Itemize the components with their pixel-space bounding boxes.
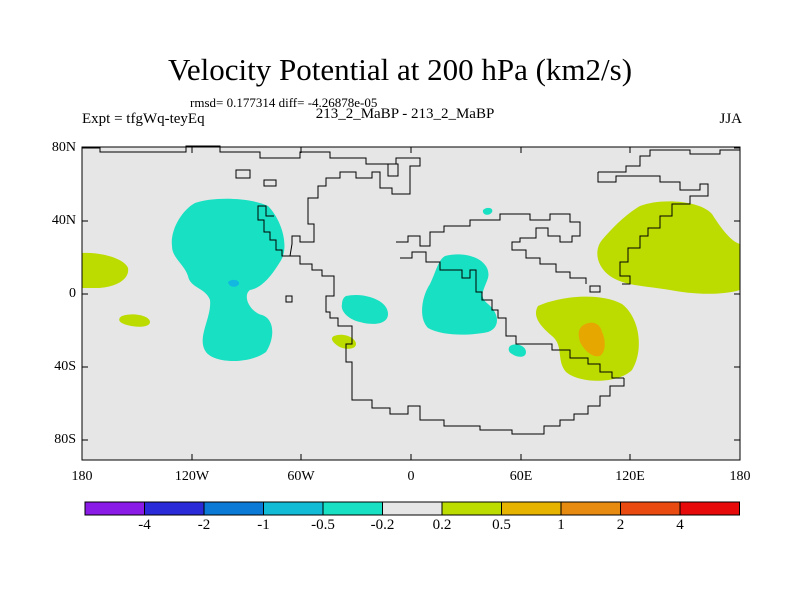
lon-label: 0 [407, 469, 415, 484]
lon-label: 60W [287, 469, 315, 484]
colorbar-box-2 [204, 502, 264, 515]
comparison-label: 213_2_MaBP - 213_2_MaBP [315, 106, 495, 122]
colorbar-box-6 [442, 502, 502, 515]
coast-arctic-north-america [82, 145, 625, 435]
colorbar [84, 501, 740, 516]
colorbar-label: 4 [676, 517, 684, 533]
anomaly-pos-south-america [331, 334, 356, 349]
colorbar-box-10 [680, 502, 740, 515]
anomaly-neg-arabia [482, 207, 493, 215]
lon-label: 60E [509, 469, 533, 484]
colorbar-box-4 [323, 502, 383, 515]
anomaly-neg-mid-core [228, 279, 240, 287]
anomaly-neg-north-america [171, 198, 285, 361]
colorbar-box-5 [382, 502, 442, 515]
lon-label: 180 [71, 469, 93, 484]
stats-text: rmsd= 0.177314 diff= -4.26878e-05 [190, 95, 378, 110]
lon-label: 180 [729, 469, 751, 484]
coast-siberia [597, 172, 709, 285]
colorbar-label: -2 [197, 517, 211, 533]
anomaly-pos-east-pacific [82, 252, 129, 288]
anomaly-pos-mid-core [578, 322, 605, 357]
coastlines [82, 145, 740, 435]
coast-greenland [387, 163, 399, 177]
lat-label: 80N [51, 140, 76, 155]
lat-tick-marks [82, 147, 740, 441]
anomaly-neg-africa [422, 254, 497, 335]
colorbar-label: 1 [557, 517, 565, 533]
colorbar-label: -1 [257, 517, 270, 533]
experiment-label: Expt = tfgWq-teyEq [82, 111, 205, 127]
anomaly-neg-madagascar [508, 344, 526, 357]
colorbar-box-3 [263, 502, 323, 515]
anomaly-pos-west-pacific [597, 201, 740, 294]
colorbar-label: -4 [138, 517, 151, 533]
coast-island-a [235, 169, 251, 179]
lon-label: 120E [615, 469, 645, 484]
coast-eurasia [396, 213, 587, 284]
coast-island-c [285, 295, 293, 303]
plot-title: Velocity Potential at 200 hPa (km2/s) [167, 52, 633, 87]
colorbar-box-7 [501, 502, 561, 515]
coast-island-d [589, 285, 601, 293]
coast-africa [400, 251, 624, 379]
coast-west-america [257, 205, 290, 257]
coast-east-asia [598, 149, 740, 173]
colorbar-box-8 [561, 502, 621, 515]
colorbar-label: 0.2 [432, 517, 452, 533]
lat-label: 80S [54, 432, 76, 447]
map-background [82, 147, 740, 460]
anomaly-pos-south-pacific [119, 314, 150, 327]
coast-island-b [263, 179, 277, 187]
colorbar-label: -0.2 [370, 517, 395, 533]
lon-label: 120W [174, 469, 210, 484]
lat-label: 40N [51, 213, 76, 228]
negative-anomaly-regions [171, 198, 526, 361]
colorbar-box-0 [85, 502, 145, 515]
colorbar-box-9 [620, 502, 680, 515]
colorbar-label: 0.5 [492, 517, 511, 533]
lon-tick-marks [81, 147, 631, 460]
anomaly-neg-atlantic [341, 294, 388, 324]
colorbar-label: -0.5 [311, 517, 335, 533]
lat-label: 40S [54, 359, 76, 374]
colorbar-box-1 [144, 502, 204, 515]
lat-label: 0 [69, 286, 76, 301]
colorbar-label: 2 [616, 517, 625, 533]
season-label: JJA [719, 111, 742, 127]
